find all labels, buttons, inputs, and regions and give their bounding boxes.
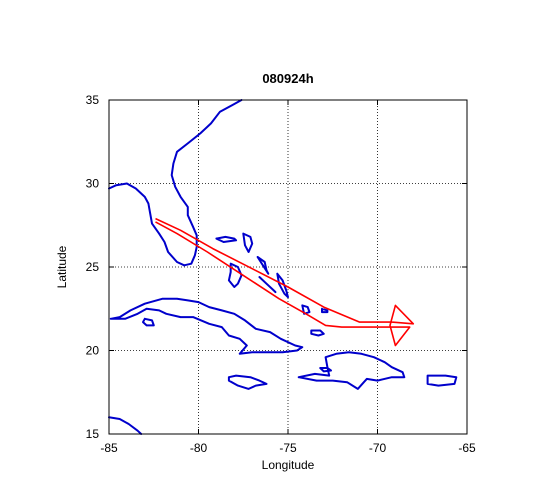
y-tick-label-0: 15 [86, 427, 100, 441]
x-axis-ticks: -85 -80 -75 -70 -65 [100, 100, 476, 455]
coastline-layer [108, 99, 458, 435]
coastline-mayaguana [321, 307, 329, 314]
coastline-cat-long-island [276, 272, 289, 299]
coastline-florida-west-coast [108, 182, 186, 267]
x-tick-label-1: -80 [190, 441, 208, 455]
coastline-cuba [109, 297, 304, 355]
y-axis-label: Latitude [55, 245, 69, 288]
grid-lines [109, 100, 467, 434]
coastline-yucatan-tip [108, 416, 143, 435]
coastline-acklins-crooked [301, 304, 311, 315]
y-tick-label-3: 30 [86, 177, 100, 191]
x-tick-label-2: -75 [279, 441, 297, 455]
coastline-exuma [258, 276, 277, 294]
coastline-eleuthera [256, 256, 270, 275]
chart-title: 080924h [262, 71, 313, 86]
x-tick-label-4: -65 [458, 441, 476, 455]
coastline-grand-bahama [215, 235, 238, 243]
coastline-puerto-rico [426, 374, 458, 387]
x-tick-label-3: -70 [369, 441, 387, 455]
storm-track-line [155, 217, 415, 347]
track-layer [155, 217, 415, 347]
coastline-isla-de-la-juventud [142, 317, 155, 327]
coastline-florida-east-coast [170, 99, 243, 267]
y-tick-label-4: 35 [86, 93, 100, 107]
coastline-inagua [310, 329, 325, 337]
x-tick-label-0: -85 [100, 441, 118, 455]
y-axis-ticks: 15 20 25 30 35 [86, 93, 467, 441]
plot-frame [108, 99, 468, 435]
coastline-jamaica [227, 374, 268, 390]
x-axis-label: Longitude [262, 458, 315, 472]
coastline-andros-island [227, 262, 243, 288]
coastline-abaco [242, 232, 254, 253]
y-tick-label-1: 20 [86, 344, 100, 358]
coastline-hispaniola [297, 351, 406, 390]
coastline-gonave [319, 367, 332, 373]
y-tick-label-2: 25 [86, 260, 100, 274]
